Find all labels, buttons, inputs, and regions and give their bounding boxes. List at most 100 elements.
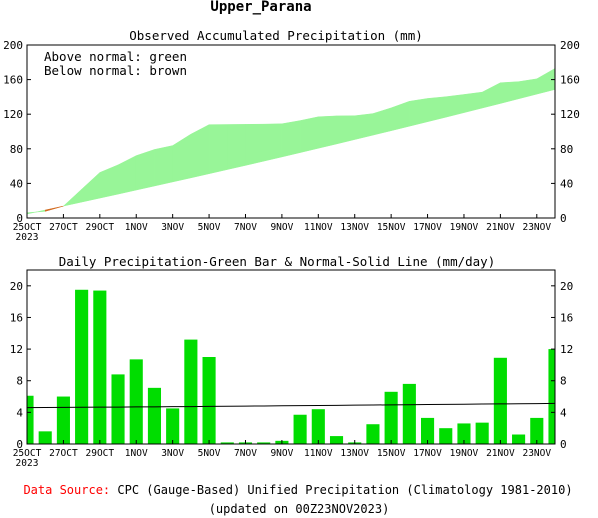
daily-bar <box>493 357 507 444</box>
accumulated-xtick-year: 2023 <box>16 232 39 243</box>
daily-xtick-label: 23NOV <box>522 448 551 459</box>
daily-ytick-label-right: 20 <box>560 280 573 293</box>
daily-ytick-label-right: 16 <box>560 311 573 324</box>
legend-below-normal: Below normal: brown <box>44 63 187 78</box>
accumulated-ytick-label-left: 120 <box>3 108 23 121</box>
accumulated-band-segment <box>154 145 173 187</box>
data-source-text: CPC (Gauge-Based) Unified Precipitation … <box>117 483 572 497</box>
accumulated-band-segment <box>372 107 392 136</box>
accumulated-xtick-label: 21NOV <box>486 222 515 233</box>
data-source-line: Data Source: CPC (Gauge-Based) Unified P… <box>23 483 572 497</box>
accumulated-band-segment <box>44 205 64 212</box>
accumulated-ytick-label-right: 0 <box>560 212 567 225</box>
accumulated-xtick-label: 5NOV <box>198 222 221 233</box>
daily-ytick-label-right: 4 <box>560 406 567 419</box>
accumulated-band-segment <box>536 68 556 95</box>
accumulated-band-segment <box>190 124 210 179</box>
daily-xtick-label: 25OCT <box>13 448 42 459</box>
daily-bar <box>329 436 344 444</box>
accumulated-xtick-label: 7NOV <box>234 222 257 233</box>
accumulated-band-segment <box>336 115 355 145</box>
daily-bar <box>548 349 555 444</box>
accumulated-band-segment <box>245 123 264 166</box>
accumulated-frame <box>26 44 556 219</box>
daily-bar <box>220 442 234 444</box>
accumulated-band-segment <box>26 209 46 215</box>
daily-ytick-label-left: 16 <box>10 311 23 324</box>
accumulated-chart: Observed Accumulated Precipitation (mm) … <box>3 28 580 243</box>
daily-bar <box>512 434 526 444</box>
daily-bar <box>111 374 125 444</box>
accumulated-ytick-label-right: 160 <box>560 74 580 87</box>
accumulated-band-segment <box>445 94 465 118</box>
daily-ytick-label-left: 0 <box>16 438 23 451</box>
accumulated-xtick-label: 15NOV <box>377 222 406 233</box>
daily-chart-title: Daily Precipitation-Green Bar & Normal-S… <box>59 254 496 269</box>
accumulated-xtick-label: 27OCT <box>49 222 78 233</box>
daily-ytick-label-left: 4 <box>16 406 23 419</box>
accumulated-ytick-label-right: 40 <box>560 177 573 190</box>
accumulated-xtick-label: 19NOV <box>450 222 479 233</box>
accumulated-xtick-label: 17NOV <box>413 222 442 233</box>
daily-ytick-label-right: 12 <box>560 343 573 356</box>
accumulated-plot-area: 0 0 40 40 80 80 120 120 160 160 200 200 25OCT 27OCT 29… <box>3 39 580 243</box>
daily-xtick-label: 5NOV <box>198 448 221 459</box>
daily-bar <box>147 387 162 444</box>
daily-bar <box>439 428 453 444</box>
daily-ytick-label-left: 20 <box>10 280 23 293</box>
daily-bar <box>184 339 198 444</box>
daily-bar <box>38 431 52 444</box>
accumulated-band-segment <box>299 116 319 153</box>
accumulated-ytick-label-left: 200 <box>3 39 23 52</box>
updated-timestamp: (updated on 00Z23NOV2023) <box>209 502 390 516</box>
daily-xtick-year: 2023 <box>16 458 39 469</box>
daily-xtick-label: 11NOV <box>304 448 333 459</box>
daily-bar <box>257 442 271 444</box>
accumulated-xtick-label: 9NOV <box>270 222 293 233</box>
accumulated-ytick-label-left: 160 <box>3 74 23 87</box>
accumulated-band-segment <box>227 124 246 170</box>
data-source-label: Data Source: <box>23 483 110 497</box>
accumulated-xtick-label: 3NOV <box>161 222 184 233</box>
accumulated-xtick-label: 23NOV <box>522 222 551 233</box>
accumulated-band-segment <box>481 82 501 109</box>
daily-bar <box>384 391 398 444</box>
daily-frame <box>26 269 556 445</box>
daily-bar <box>93 290 107 444</box>
accumulated-xtick-label: 1NOV <box>125 222 148 233</box>
daily-normal-line <box>26 402 556 409</box>
daily-xtick-label: 17NOV <box>413 448 442 459</box>
accumulated-xtick-label: 25OCT <box>13 222 42 233</box>
daily-bar <box>202 357 216 444</box>
daily-bar <box>366 424 380 444</box>
daily-bar <box>311 409 325 444</box>
daily-bar <box>75 289 89 444</box>
page-title: Upper_Parana <box>210 0 311 15</box>
daily-xtick-label: 21NOV <box>486 448 515 459</box>
accumulated-band-segment <box>135 149 155 191</box>
daily-ytick-label-right: 8 <box>560 375 567 388</box>
daily-xtick-label: 1NOV <box>125 448 148 459</box>
accumulated-ytick-label-right: 200 <box>560 39 580 52</box>
accumulated-band-segment <box>463 91 483 113</box>
daily-chart: Daily Precipitation-Green Bar & Normal-S… <box>10 254 574 469</box>
accumulated-ytick-label-left: 40 <box>10 177 23 190</box>
accumulated-band-segment <box>409 98 428 127</box>
daily-bar <box>530 417 544 444</box>
accumulated-band-segment <box>99 164 119 199</box>
accumulated-band-segment <box>63 188 82 207</box>
daily-bar <box>420 417 435 444</box>
daily-plot-area: 0 0 4 4 8 8 12 12 16 16 20 20 25OCT 27OCT 29OCT 1NOV 3NO… <box>10 269 573 469</box>
daily-xtick-label: 9NOV <box>270 448 293 459</box>
accumulated-xtick-label: 11NOV <box>304 222 333 233</box>
accumulated-band-segment <box>208 124 228 175</box>
accumulated-band-segment <box>263 123 283 162</box>
daily-bar <box>129 359 143 444</box>
daily-xtick-label: 13NOV <box>340 448 369 459</box>
legend-above-normal: Above normal: green <box>44 49 187 64</box>
accumulated-band-segment <box>281 120 301 158</box>
daily-xtick-label: 29OCT <box>86 448 115 459</box>
accumulated-band-segment <box>500 81 519 104</box>
accumulated-chart-title: Observed Accumulated Precipitation (mm) <box>129 28 423 43</box>
accumulated-band-segment <box>172 133 192 183</box>
